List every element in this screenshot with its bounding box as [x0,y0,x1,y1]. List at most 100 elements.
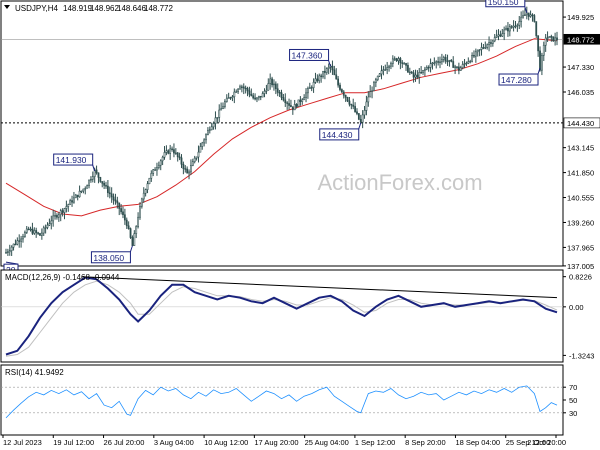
candle-body [495,35,498,38]
annotation-box [53,153,94,166]
annotation: 144.430 [319,122,362,141]
candle-body [91,176,94,180]
price-axis-label: 141.850 [567,169,594,178]
candle-body [184,168,187,170]
price-axis-label: 140.555 [567,194,594,203]
candle-body [529,14,532,17]
candle-body [348,100,351,105]
candle-body [474,51,477,57]
candle-body [271,78,273,86]
candle-body [384,69,387,71]
candle-body [276,88,279,93]
candle-body [29,228,32,231]
candle-body [512,25,515,28]
annotation-leader [537,67,541,75]
candle-body [274,83,277,90]
candle-body [535,21,538,36]
price-panel-frame [0,0,564,267]
candle-body [101,181,104,184]
price-axis-label: 143.145 [567,144,594,153]
candle-body [225,97,228,102]
candle-body [325,68,328,73]
candle-body [286,102,289,104]
candle-body [422,69,424,73]
candle-body [69,200,72,205]
candle-body [59,210,62,216]
candle-body [425,66,428,70]
candle-body [556,37,558,41]
candle-body [552,36,555,42]
candle-body [429,63,432,68]
candle-body [129,228,132,238]
candlesticks [5,6,558,256]
candle-body [407,65,409,73]
candle-body [410,71,413,74]
candle-body [440,59,443,63]
candle-body [171,148,173,150]
candle-body [461,64,464,68]
macd-axis-label: 0.8226 [569,273,592,282]
candle-body [369,91,372,98]
candle-body [350,103,353,106]
annotation-label: 144.430 [322,130,353,140]
moving-average-line [5,38,558,217]
candle-body [352,104,355,107]
candle-body [467,61,470,64]
annotation-leader [358,122,362,130]
ohlc-high: 148.962 [90,4,119,13]
candle-body [265,89,268,92]
candle-body [476,49,479,53]
candle-body [363,110,366,116]
dropdown-triangle-icon[interactable] [4,5,10,9]
candle-body [282,97,285,101]
candle-body [397,58,400,62]
candle-body [71,200,73,203]
rsi-title: RSI(14) 41.9492 [5,368,64,377]
candle-body [116,200,119,204]
candle-body [44,227,47,229]
candle-body [161,156,164,162]
candle-body [541,55,543,71]
candle-body [299,99,302,102]
annotation-box [319,128,360,141]
annotation-label: 138.050 [93,253,124,263]
candle-body [454,66,457,68]
candle-body [22,236,24,240]
candle-body [8,250,11,253]
candle-body [450,59,453,62]
candle-body [527,12,530,17]
candle-body [159,160,162,166]
candle-body [395,58,398,62]
time-axis-label: 26 Jul 20:00 [104,438,145,447]
annotation-leader [92,164,96,172]
candle-body [197,151,200,158]
candle-body [63,208,66,213]
candle-body [307,88,309,94]
annotation-box [90,251,131,264]
candle-body [242,86,245,89]
candle-body [346,96,349,102]
candle-body [514,25,517,28]
candle-body [131,237,134,246]
candle-body [456,66,458,68]
annotation: 150.150 [485,0,528,13]
annotation-leader [129,245,133,252]
candle-body [484,47,487,49]
candle-body [18,240,21,242]
candle-body [269,78,272,84]
rsi-line [5,385,558,419]
candle-body [163,152,166,158]
annotation: 147.360 [289,48,332,67]
candle-body [337,78,340,86]
candle-body [229,97,232,99]
candle-body [405,63,407,66]
candle-body [235,91,238,93]
price-axis-label: 149.925 [567,13,594,22]
candle-body [33,230,36,234]
candle-body [246,88,249,92]
candle-body [142,192,145,200]
candle-body [316,78,319,82]
candle-body [231,96,234,99]
candle-body [14,243,17,246]
candle-body [195,156,198,159]
